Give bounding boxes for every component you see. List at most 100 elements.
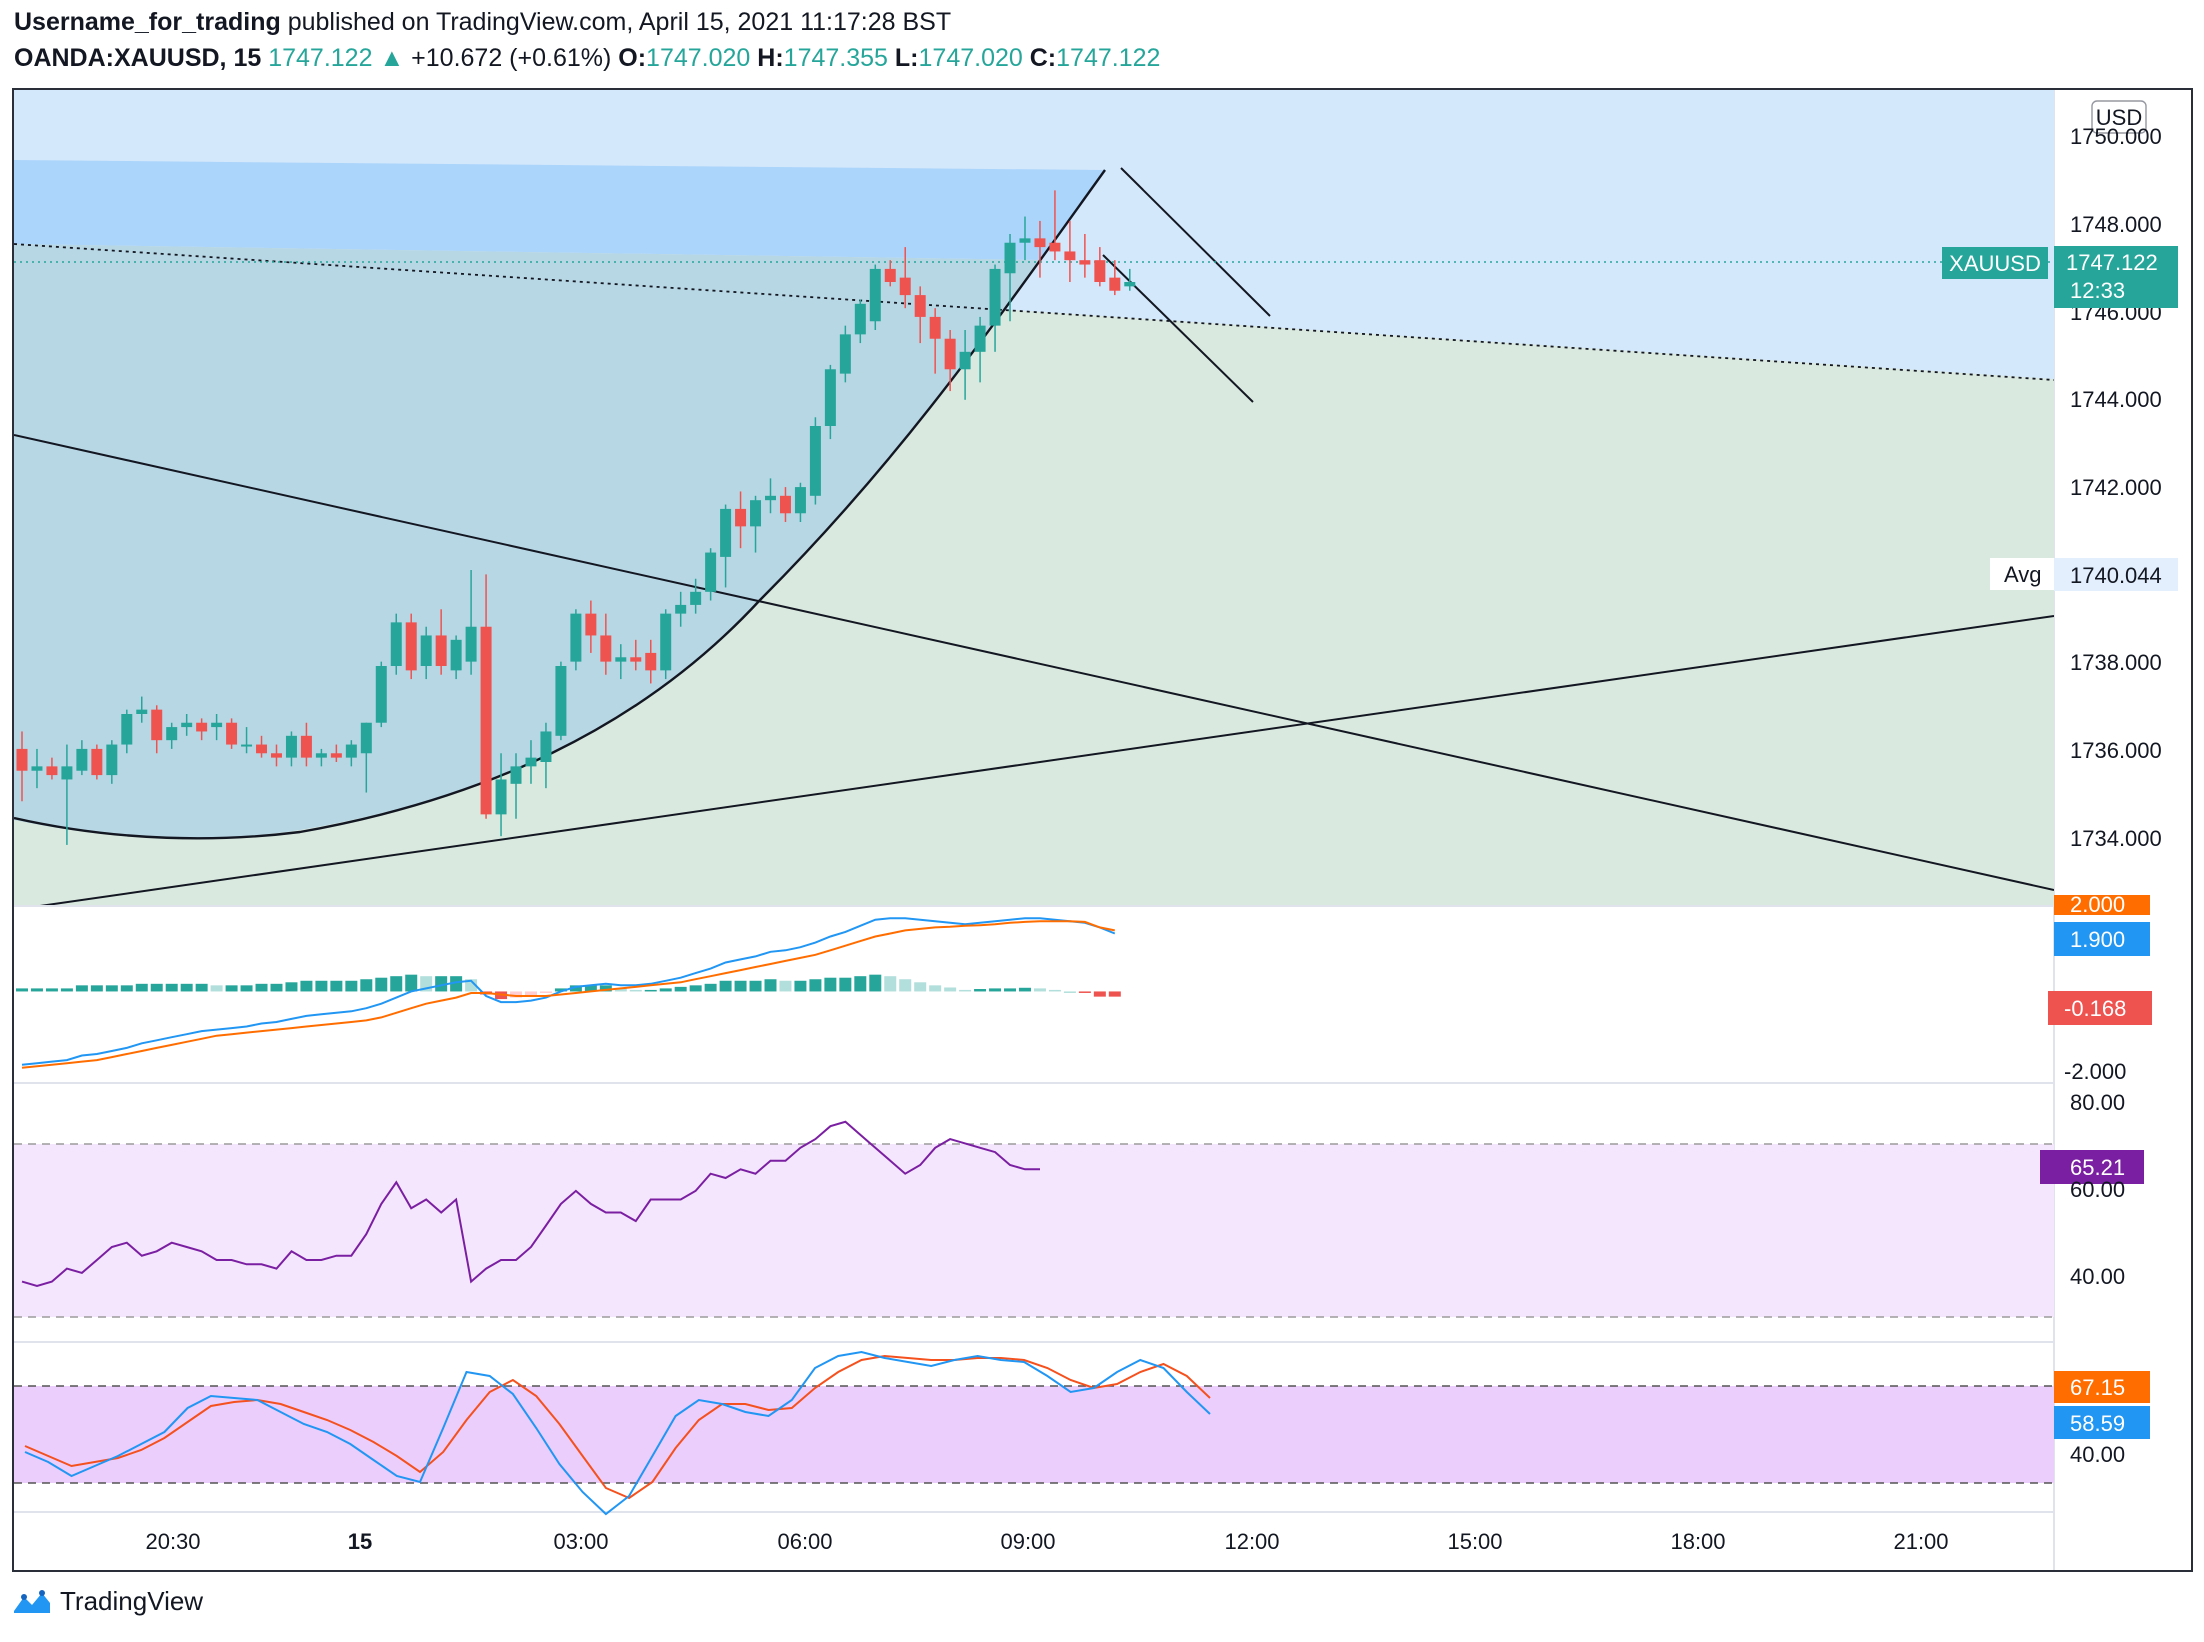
username[interactable]: Username_for_trading <box>14 8 281 36</box>
macd-histogram-bar <box>524 991 537 997</box>
rsi-tick: 40.00 <box>2070 1264 2125 1289</box>
macd-histogram-bar <box>884 976 897 992</box>
time-tick: 20:30 <box>145 1529 200 1554</box>
candle-body <box>1064 251 1076 261</box>
candle-body <box>884 268 896 282</box>
symbol-tag <box>1942 247 2048 279</box>
stoch-d-line <box>24 1354 1211 1500</box>
candle-body <box>809 426 821 496</box>
candle-body <box>705 552 717 592</box>
candle-body <box>1049 242 1061 252</box>
candle-body <box>91 748 103 776</box>
symbol-legend: OANDA:XAUUSD, 15 1747.122 ▲ +10.672 (+0.… <box>14 44 1160 73</box>
publish-info: Username_for_trading published on Tradin… <box>14 8 951 37</box>
candle-body <box>794 487 806 514</box>
candle-body <box>285 735 297 758</box>
rsi-tag <box>2040 1150 2144 1184</box>
candle-body <box>181 722 193 728</box>
footer-brand-label: TradingView <box>60 1586 204 1616</box>
currency-badge[interactable] <box>2091 100 2147 134</box>
candle-body <box>196 722 208 732</box>
candle-body <box>435 635 447 666</box>
drawings-layer <box>14 90 2054 906</box>
macd-pane <box>14 917 2054 1084</box>
candle-body <box>675 604 687 614</box>
macd-histogram-bar <box>899 979 912 992</box>
avg-tag-value: 1740.044 <box>2070 563 2162 588</box>
candle-body <box>241 744 253 747</box>
candle-body <box>974 325 986 352</box>
macd-histogram-bar <box>360 979 373 992</box>
candle-body <box>330 753 342 758</box>
histogram-tag-value: -0.168 <box>2064 996 2126 1021</box>
low-value: 1747.020 <box>918 44 1023 72</box>
candle-body <box>510 766 522 784</box>
avg-tag-label: Avg <box>2004 562 2042 587</box>
macd-histogram-bar <box>60 988 73 992</box>
time-axis[interactable]: 20:30 15 03:00 06:00 09:00 12:00 15:00 1… <box>145 1529 1948 1554</box>
candle-body <box>645 652 657 671</box>
macd-histogram-bar <box>809 979 822 992</box>
candle-body <box>360 722 372 754</box>
macd-histogram-bar <box>195 983 208 992</box>
candle-body <box>914 295 926 317</box>
candle-body <box>854 303 866 335</box>
rising-trendline[interactable] <box>39 615 2054 906</box>
candle-body <box>46 766 58 776</box>
macd-histogram-bar <box>629 989 642 992</box>
time-tick: 06:00 <box>777 1529 832 1554</box>
stoch-pane <box>14 1350 2054 1516</box>
candle-body <box>136 709 148 714</box>
avg-value-tag <box>2054 558 2178 591</box>
cup-curve[interactable] <box>14 169 1106 840</box>
candle-body <box>869 268 881 322</box>
macd-histogram-bar <box>719 980 732 992</box>
macd-histogram-bar <box>255 983 268 992</box>
macd-histogram-bar <box>105 985 118 992</box>
candle-body <box>989 268 1001 326</box>
candle-body <box>944 338 956 370</box>
price-change: +10.672 (+0.61%) <box>411 44 612 72</box>
candle-body <box>480 626 492 815</box>
candle-body <box>779 495 791 514</box>
price-axis[interactable]: USD 1750.000 1748.000 1746.000 1744.000 … <box>1942 100 2178 1467</box>
candle-body <box>166 727 178 741</box>
stoch-k-line <box>24 1350 1211 1516</box>
footer-brand[interactable]: TradingView <box>12 1586 203 1617</box>
candle-body <box>420 635 432 666</box>
candle-body <box>405 622 417 671</box>
macd-histogram-bar <box>90 985 103 992</box>
flag-upper-line[interactable] <box>1120 167 1271 317</box>
candle-body <box>929 316 941 339</box>
stoch-d-tag <box>2054 1371 2150 1403</box>
candle-body <box>765 495 776 501</box>
macd-histogram-bar <box>554 988 567 992</box>
candle-body <box>106 744 118 776</box>
macd-signal-line <box>21 920 1115 1069</box>
price-tick: 1748.000 <box>2070 212 2162 237</box>
macd-histogram-bar <box>599 985 612 992</box>
macd-histogram-bar <box>584 985 597 992</box>
macd-histogram-bar <box>824 977 837 992</box>
macd-histogram-bar <box>989 988 1002 992</box>
candle-body <box>465 626 477 662</box>
candle-body <box>1019 238 1031 243</box>
time-tick: 09:00 <box>1000 1529 1055 1554</box>
candle-body <box>1109 277 1121 291</box>
flag-lower-line[interactable] <box>1102 254 1254 403</box>
candle-body <box>630 657 642 662</box>
dotted-trendline[interactable] <box>14 243 2054 381</box>
cup-fill <box>14 244 1040 839</box>
stoch-k-tag <box>2054 1406 2150 1439</box>
macd-histogram-bar <box>1033 988 1046 992</box>
candle-body <box>121 714 133 745</box>
rsi-tag-value: 65.21 <box>2070 1155 2125 1180</box>
tradingview-logo-icon <box>14 1589 50 1613</box>
macd-histogram-bar <box>120 985 133 992</box>
candle-body <box>555 666 567 736</box>
up-arrow-icon: ▲ <box>379 44 405 72</box>
falling-trendline[interactable] <box>14 434 2054 891</box>
macd-histogram-bar <box>180 983 193 992</box>
bar-countdown: 12:33 <box>2070 278 2125 303</box>
